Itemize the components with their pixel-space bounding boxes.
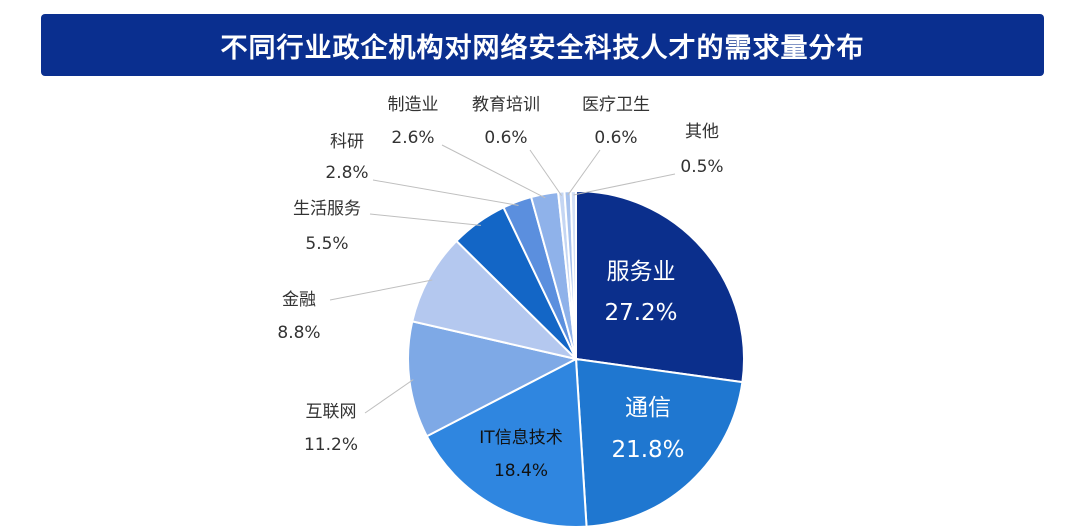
pie-slice-4 bbox=[411, 239, 580, 361]
slice-label-0: 服务业 bbox=[607, 259, 676, 285]
slice-value-0: 27.2% bbox=[604, 300, 677, 326]
slice-value-5: 5.5% bbox=[305, 234, 348, 254]
slice-value-9: 0.6% bbox=[594, 128, 637, 148]
pie-slice-0 bbox=[575, 189, 745, 384]
leader-line-9 bbox=[567, 149, 601, 196]
slice-label-1: 通信 bbox=[625, 395, 671, 421]
slice-label-10: 其他 bbox=[685, 122, 719, 142]
slice-value-4: 8.8% bbox=[277, 323, 320, 343]
slice-label-5: 生活服务 bbox=[293, 199, 361, 219]
slice-label-8: 教育培训 bbox=[472, 95, 540, 115]
leader-line-6 bbox=[372, 179, 519, 206]
pie-slice-1 bbox=[574, 357, 744, 528]
slice-value-2: 18.4% bbox=[494, 461, 548, 481]
slice-label-2: IT信息技术 bbox=[479, 428, 562, 448]
slice-value-10: 0.5% bbox=[680, 157, 723, 177]
leader-lines bbox=[329, 144, 676, 414]
chart-title: 不同行业政企机构对网络安全科技人才的需求量分布 bbox=[220, 32, 865, 64]
leader-line-10 bbox=[573, 173, 676, 196]
slice-label-9: 医疗卫生 bbox=[582, 95, 650, 115]
slice-value-3: 11.2% bbox=[304, 435, 358, 455]
slice-value-1: 21.8% bbox=[611, 437, 684, 463]
leader-line-3 bbox=[364, 379, 414, 414]
pie-slices bbox=[407, 189, 745, 529]
leader-line-8 bbox=[529, 149, 563, 196]
slice-value-7: 2.6% bbox=[391, 128, 434, 148]
slice-label-3: 互联网 bbox=[306, 402, 357, 422]
title-bar: 不同行业政企机构对网络安全科技人才的需求量分布 bbox=[41, 14, 1044, 76]
leader-line-4 bbox=[329, 279, 433, 301]
pie-slice-2 bbox=[425, 357, 588, 529]
slice-value-6: 2.8% bbox=[325, 163, 368, 183]
slice-label-4: 金融 bbox=[282, 290, 316, 310]
slice-value-8: 0.6% bbox=[484, 128, 527, 148]
slice-label-6: 科研 bbox=[330, 132, 364, 152]
leader-line-7 bbox=[441, 144, 546, 199]
slice-label-7: 制造业 bbox=[388, 95, 439, 115]
leader-line-5 bbox=[369, 213, 481, 226]
slice-labels: 服务业 27.2% 通信 21.8% IT信息技术 18.4% 互联网 11.2% 金融 8.8%… bbox=[277, 95, 723, 481]
